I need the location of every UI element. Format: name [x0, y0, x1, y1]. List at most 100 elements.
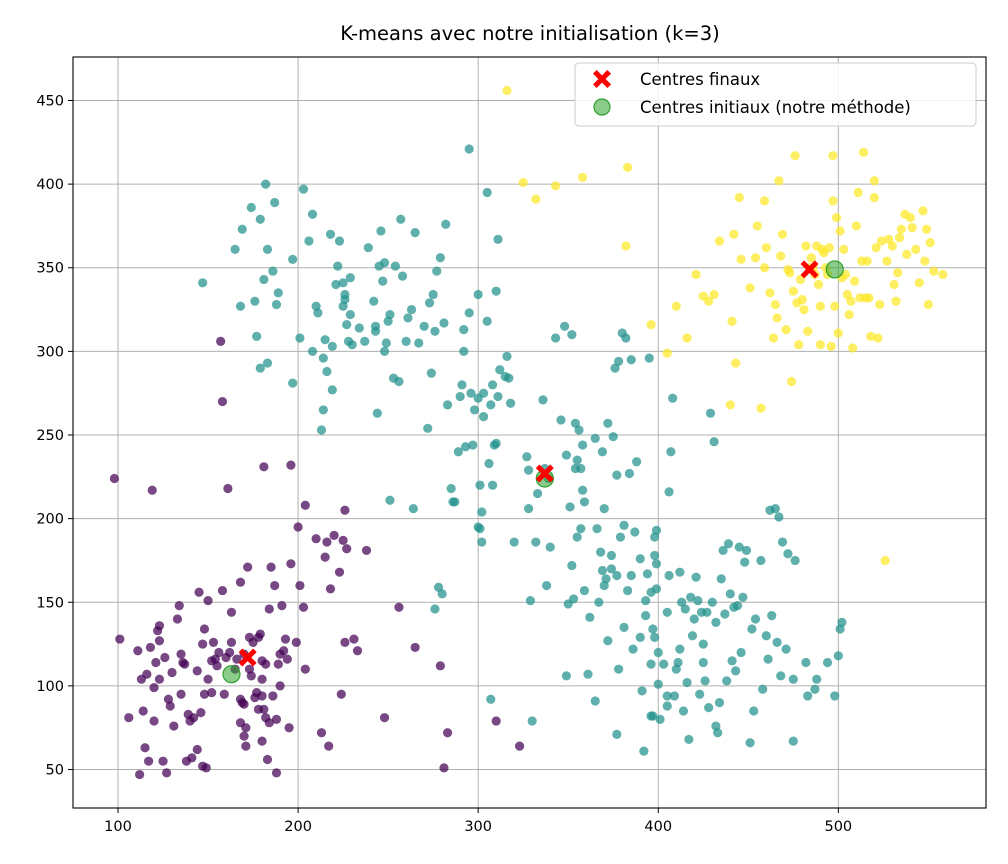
data-point-cluster-1	[208, 637, 219, 648]
data-point-cluster-2	[630, 527, 640, 537]
data-point-cluster-2	[396, 214, 406, 224]
data-point-cluster-1	[338, 535, 348, 545]
data-point-cluster-1	[514, 741, 525, 751]
data-point-cluster-2	[711, 617, 721, 627]
data-point-cluster-2	[641, 611, 651, 621]
data-point-cluster-2	[298, 184, 309, 194]
data-point-cluster-2	[686, 592, 696, 602]
data-point-cluster-2	[680, 604, 690, 614]
data-point-cluster-3	[761, 243, 771, 253]
data-point-cluster-2	[614, 664, 624, 674]
data-point-cluster-2	[473, 289, 483, 300]
data-point-cluster-2	[770, 504, 780, 514]
data-point-cluster-2	[579, 497, 590, 507]
y-tick-label: 450	[36, 93, 64, 109]
data-point-cluster-3	[759, 196, 770, 206]
data-point-cluster-1	[266, 562, 276, 572]
data-point-cluster-2	[408, 504, 418, 514]
axis-ticks: 100 200 300 400 500 50 100 150 200 250 300 350 400 45…	[36, 93, 852, 835]
data-point-cluster-3	[938, 269, 948, 280]
data-point-cluster-3	[794, 340, 804, 350]
data-point-cluster-3	[750, 253, 761, 263]
data-point-cluster-2	[478, 412, 489, 422]
data-point-cluster-2	[437, 589, 447, 599]
data-point-cluster-2	[363, 243, 373, 253]
data-point-cluster-1	[219, 689, 229, 699]
data-point-cluster-2	[262, 244, 273, 254]
data-point-cluster-2	[592, 524, 602, 534]
data-point-cluster-2	[576, 524, 586, 534]
data-point-cluster-3	[736, 254, 746, 264]
data-point-cluster-3	[795, 274, 806, 285]
data-point-cluster-2	[628, 644, 638, 654]
data-point-cluster-1	[151, 657, 161, 668]
data-point-cluster-2	[803, 691, 813, 701]
data-point-cluster-3	[797, 294, 807, 305]
data-point-cluster-3	[828, 196, 838, 206]
data-point-cluster-1	[165, 701, 175, 711]
data-point-cluster-2	[635, 554, 645, 564]
data-point-cluster-2	[675, 567, 685, 577]
data-point-cluster-2	[250, 296, 260, 306]
data-point-cluster-3	[828, 151, 838, 161]
data-point-cluster-2	[662, 691, 672, 701]
data-point-cluster-2	[322, 366, 332, 377]
data-point-cluster-2	[727, 656, 737, 666]
legend-label-initial-centers: Centres initiaux (notre méthode)	[640, 98, 911, 117]
data-point-cluster-3	[774, 176, 784, 186]
data-point-cluster-1	[277, 601, 287, 611]
plot-frame	[72, 56, 987, 809]
data-point-cluster-2	[812, 674, 822, 684]
data-point-cluster-3	[662, 348, 672, 358]
data-point-cluster-2	[585, 612, 595, 622]
data-point-cluster-1	[320, 552, 330, 562]
data-point-cluster-1	[198, 639, 208, 649]
data-point-cluster-1	[268, 691, 278, 701]
data-point-cluster-2	[255, 363, 265, 373]
data-point-cluster-2	[788, 674, 798, 684]
data-point-cluster-1	[149, 682, 159, 693]
data-point-cluster-2	[504, 373, 514, 383]
data-point-cluster-1	[361, 545, 372, 556]
data-point-cluster-1	[340, 637, 350, 648]
data-point-cluster-1	[147, 485, 157, 495]
data-point-cluster-1	[174, 601, 184, 611]
data-point-cluster-2	[597, 447, 608, 457]
data-point-cluster-2	[561, 671, 572, 681]
data-point-cluster-2	[318, 353, 328, 363]
data-point-cluster-2	[597, 565, 608, 576]
data-point-cluster-1	[189, 713, 199, 723]
data-point-cluster-2	[273, 288, 283, 298]
data-point-cluster-2	[750, 614, 761, 624]
data-points	[109, 85, 948, 780]
data-point-cluster-2	[318, 405, 328, 415]
data-point-cluster-2	[644, 353, 654, 363]
data-point-cluster-2	[538, 395, 548, 405]
data-point-cluster-2	[639, 746, 649, 756]
data-point-cluster-2	[705, 408, 716, 418]
data-point-cluster-2	[376, 226, 386, 236]
data-point-cluster-2	[493, 391, 503, 402]
data-point-cluster-2	[655, 714, 665, 724]
data-point-cluster-2	[650, 632, 660, 642]
data-point-cluster-2	[419, 321, 429, 331]
data-point-cluster-1	[203, 595, 213, 606]
data-point-cluster-2	[693, 595, 703, 606]
data-point-cluster-2	[776, 671, 786, 681]
data-point-cluster-2	[837, 617, 847, 627]
data-point-cluster-2	[482, 316, 492, 326]
data-point-cluster-2	[370, 326, 381, 336]
data-point-cluster-3	[734, 192, 744, 203]
data-point-cluster-1	[491, 716, 501, 726]
data-point-cluster-2	[767, 611, 777, 621]
data-point-cluster-2	[246, 202, 256, 213]
data-point-cluster-2	[745, 738, 755, 748]
data-point-cluster-2	[822, 657, 833, 668]
data-point-cluster-2	[669, 691, 680, 701]
data-point-cluster-1	[223, 483, 233, 494]
y-tick-label: 150	[36, 595, 64, 611]
data-point-cluster-2	[758, 684, 768, 694]
data-point-cluster-1	[322, 537, 332, 547]
data-point-cluster-1	[199, 624, 210, 634]
data-point-cluster-2	[612, 729, 622, 740]
